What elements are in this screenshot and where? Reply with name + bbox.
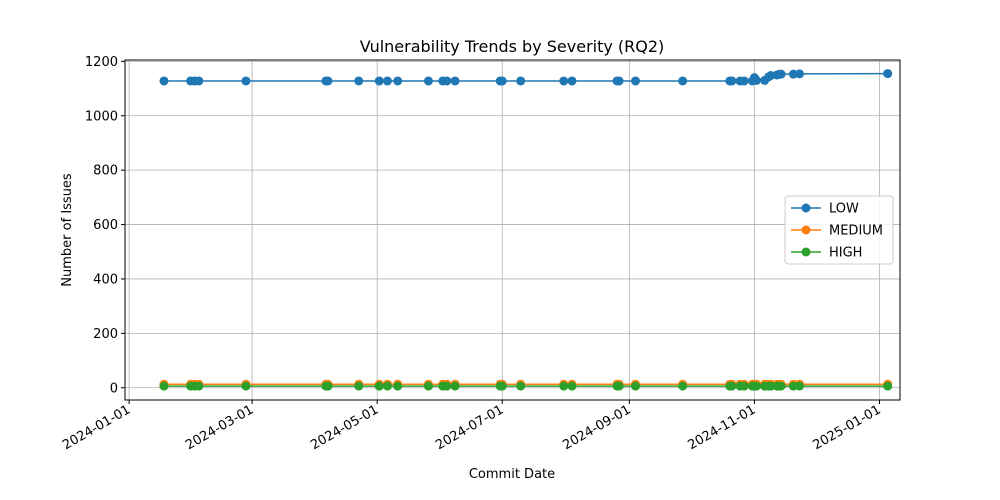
data-point-low (631, 76, 641, 86)
data-point-low (678, 76, 688, 86)
data-point-high (450, 381, 460, 391)
data-point-low (497, 76, 507, 86)
data-point-high (795, 381, 805, 391)
data-point-high (788, 381, 798, 391)
legend-marker-medium (801, 225, 811, 235)
data-point-low (194, 76, 204, 86)
data-point-high (567, 381, 577, 391)
data-point-low (450, 76, 460, 86)
data-point-high (516, 381, 526, 391)
legend-marker-low (801, 203, 811, 213)
data-point-high (883, 381, 893, 391)
x-tick-label: 2024-05-01 (308, 402, 381, 453)
x-tick-label: 2024-09-01 (560, 402, 633, 453)
data-point-low (241, 76, 251, 86)
data-point-low (159, 76, 169, 86)
y-tick-label: 1000 (85, 109, 118, 124)
data-point-low (374, 76, 384, 86)
legend-label-low: LOW (829, 202, 859, 217)
data-point-high (766, 381, 776, 391)
data-point-low (883, 69, 893, 79)
data-point-low (442, 76, 452, 86)
data-point-low (795, 69, 805, 79)
grid (125, 60, 900, 400)
y-tick-label: 200 (93, 327, 118, 342)
data-point-low (393, 76, 403, 86)
legend-marker-high (801, 247, 811, 257)
x-tick-label: 2025-01-01 (811, 402, 884, 453)
data-point-low (567, 76, 577, 86)
data-point-low (776, 69, 786, 79)
legend-label-high: HIGH (829, 246, 862, 261)
data-point-high (374, 381, 384, 391)
data-point-low (727, 76, 737, 86)
data-point-high (241, 381, 251, 391)
y-tick-label: 0 (110, 381, 118, 396)
data-point-high (497, 381, 507, 391)
data-point-high (631, 381, 641, 391)
x-tick-label: 2024-11-01 (685, 402, 758, 453)
data-point-low (423, 76, 433, 86)
y-axis-label: Number of Issues (60, 173, 75, 287)
data-point-high (354, 381, 364, 391)
data-point-high (442, 381, 452, 391)
data-point-high (739, 381, 749, 391)
data-point-high (194, 381, 204, 391)
x-axis-label: Commit Date (469, 467, 555, 482)
y-tick-label: 600 (93, 218, 118, 233)
chart-title: Vulnerability Trends by Severity (RQ2) (360, 37, 665, 56)
data-point-high (751, 381, 761, 391)
series-low (159, 69, 893, 86)
y-tick-label: 800 (93, 164, 118, 179)
data-point-high (614, 381, 624, 391)
series-high (159, 381, 893, 391)
x-axis: 2024-01-01 2024-03-01 2024-05-01 2024-07-01… (60, 400, 883, 453)
x-tick-label: 2024-07-01 (433, 402, 506, 453)
data-point-low (323, 76, 333, 86)
y-tick-label: 400 (93, 272, 118, 287)
data-point-high (159, 381, 169, 391)
y-tick-label: 1200 (85, 55, 118, 70)
data-point-low (739, 76, 749, 86)
y-axis: 0 200 400 600 800 1000 1200 (85, 55, 125, 396)
data-point-low (382, 76, 392, 86)
plot-frame (124, 59, 901, 401)
legend-label-medium: MEDIUM (829, 224, 883, 239)
data-point-high (776, 381, 786, 391)
data-point-high (559, 381, 569, 391)
data-point-low (751, 75, 761, 85)
data-point-low (354, 76, 364, 86)
data-point-low (614, 76, 624, 86)
legend: LOW MEDIUM HIGH (784, 195, 894, 265)
data-point-high (423, 381, 433, 391)
data-point-high (678, 381, 688, 391)
data-point-low (516, 76, 526, 86)
x-tick-label: 2024-01-01 (60, 402, 133, 453)
data-point-low (559, 76, 569, 86)
data-point-high (382, 381, 392, 391)
x-tick-label: 2024-03-01 (183, 402, 256, 453)
data-point-high (323, 381, 333, 391)
series-group (159, 69, 893, 391)
legend-box (784, 195, 894, 265)
data-point-high (393, 381, 403, 391)
data-point-high (727, 381, 737, 391)
